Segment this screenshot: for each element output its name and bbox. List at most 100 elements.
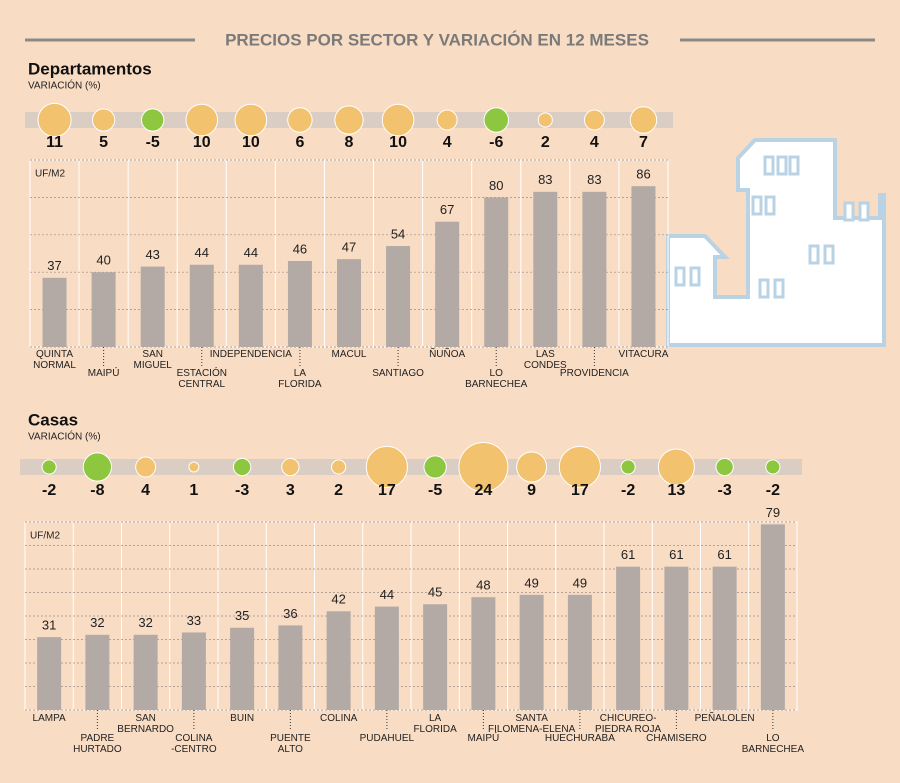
x-tick-label: LO BARNECHEA: [741, 733, 804, 755]
variation-bubble: [657, 448, 695, 486]
bar-value-label: 46: [293, 241, 307, 256]
variation-bubble: [232, 457, 252, 477]
bar-value-label: 61: [717, 547, 731, 562]
building-windows: [674, 155, 870, 299]
x-tick-label: SAN BERNARDO: [117, 713, 174, 735]
bar-value-label: 42: [331, 592, 345, 607]
bar: [664, 566, 689, 710]
variation-label: 1: [189, 482, 198, 499]
x-tick-label: VITACURA: [618, 349, 669, 360]
variation-label: 17: [378, 482, 396, 499]
variation-label: 5: [99, 134, 108, 151]
x-tick-label: LAS CONDES: [523, 349, 567, 371]
variation-bubble: [188, 461, 200, 473]
bar: [189, 264, 214, 347]
bar-value-label: 32: [90, 615, 104, 630]
variation-bubble: [37, 102, 72, 138]
bar: [181, 632, 206, 710]
variation-bubble: [715, 457, 734, 477]
variation-label: -2: [42, 482, 56, 499]
x-tick-label: PROVIDENCIA: [559, 368, 629, 379]
variation-bubble: [629, 106, 658, 134]
variation-label: 17: [571, 482, 589, 499]
variation-bubble: [483, 107, 509, 133]
bar: [616, 566, 641, 710]
variation-bubble: [558, 445, 601, 489]
x-tick-label: PUENTE ALTO: [270, 733, 311, 755]
bar-value-label: 33: [187, 613, 201, 628]
variation-bubble: [135, 456, 157, 478]
variation-label: 7: [639, 134, 648, 151]
section-title: Casas: [28, 410, 78, 429]
x-tick-label: LA FLORIDA: [413, 713, 457, 735]
variation-bubble: [423, 455, 447, 479]
variation-label: 4: [141, 482, 150, 499]
x-tick-label: LO BARNECHEA: [465, 368, 528, 390]
x-tick-label: SANTIAGO: [372, 368, 424, 379]
variation-bubble: [765, 459, 781, 475]
bar-value-label: 80: [489, 178, 503, 193]
bar: [140, 266, 165, 347]
bar-value-label: 37: [47, 258, 61, 273]
variation-label: 13: [667, 482, 685, 499]
x-tick-label: QUINTA NORMAL: [33, 349, 76, 371]
bar: [712, 566, 737, 710]
variation-bubble: [281, 457, 300, 477]
bar: [287, 260, 312, 347]
x-tick-label: ESTACIÓN CENTRAL: [176, 368, 227, 390]
x-tick-label: MACUL: [331, 349, 367, 360]
variation-bubble: [82, 452, 113, 482]
variation-bubble: [41, 459, 57, 475]
section-subtitle: VARIACIÓN (%): [28, 430, 101, 443]
variation-bubble: [381, 103, 415, 137]
variation-bubble: [537, 112, 553, 128]
bar: [42, 277, 67, 347]
x-tick-label: PADRE HURTADO: [73, 733, 122, 755]
variation-label: -3: [235, 482, 249, 499]
variation-bubble: [331, 459, 347, 475]
bar: [435, 221, 460, 347]
bar-value-label: 86: [636, 167, 650, 182]
variation-bubble: [234, 103, 268, 137]
bar-value-label: 48: [476, 578, 490, 593]
x-tick-label: HUECHURABA: [544, 733, 615, 744]
x-tick-label: MAIPÚ: [87, 368, 120, 379]
variation-bubble: [458, 442, 509, 492]
bar: [326, 611, 351, 710]
x-tick-label: ÑUÑOA: [429, 349, 466, 360]
bar-value-label: 79: [766, 505, 780, 520]
variation-label: 6: [295, 134, 304, 151]
x-tick-label: SANTA FILOMENA-ELENA: [488, 713, 576, 735]
variation-label: -8: [90, 482, 104, 499]
bar-value-label: 47: [342, 240, 356, 255]
variation-label: -6: [489, 134, 503, 151]
variation-label: 4: [443, 134, 452, 151]
bar: [230, 627, 255, 710]
variation-bubble: [334, 105, 364, 135]
bar-value-label: 83: [538, 172, 552, 187]
bar-value-label: 67: [440, 202, 454, 217]
variation-bubble: [185, 103, 219, 137]
variation-bubble: [620, 459, 636, 475]
y-axis-label: UF/M2: [30, 531, 60, 542]
bar-value-label: 61: [669, 547, 683, 562]
bar: [423, 604, 448, 710]
bar-value-label: 45: [428, 585, 442, 600]
bar-value-label: 40: [96, 253, 110, 268]
bar: [91, 272, 116, 347]
x-tick-label: LA FLORIDA: [278, 368, 322, 390]
variation-label: 4: [590, 134, 599, 151]
variation-label: -3: [718, 482, 732, 499]
building-illustration: [666, 138, 886, 347]
variation-label: 2: [541, 134, 550, 151]
x-tick-label: INDEPENDENCIA: [209, 349, 292, 360]
x-tick-label: LAMPA: [32, 713, 66, 724]
bar-value-label: 44: [244, 245, 258, 260]
bar: [278, 625, 303, 710]
section-subtitle: VARIACIÓN (%): [28, 79, 101, 92]
variation-label: 11: [46, 134, 63, 151]
bar: [533, 191, 558, 347]
x-tick-label: MAIPÚ: [467, 733, 500, 744]
bar: [484, 197, 509, 347]
